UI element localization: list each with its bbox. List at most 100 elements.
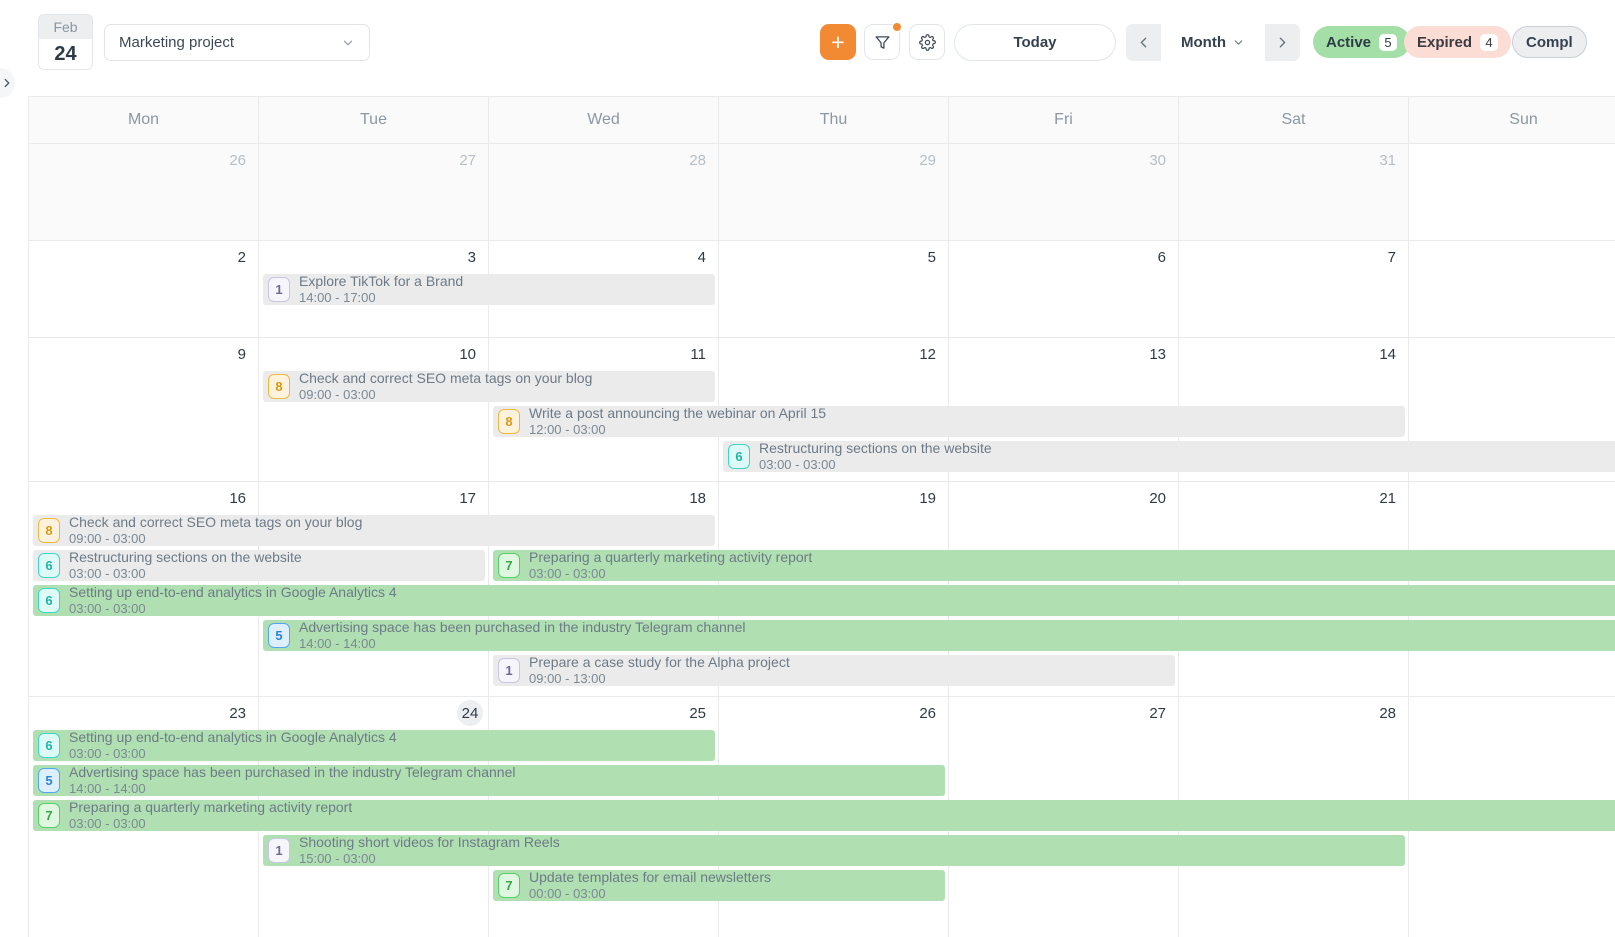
status-pill-active[interactable]: Active 5 — [1313, 26, 1411, 58]
event-time: 09:00 - 03:00 — [69, 531, 146, 546]
event-priority-badge: 7 — [498, 873, 520, 898]
calendar-day-cell[interactable]: 10 — [259, 338, 489, 481]
event-text: Preparing a quarterly marketing activity… — [69, 800, 352, 831]
event-time: 15:00 - 03:00 — [299, 851, 376, 866]
day-number: 18 — [689, 490, 706, 507]
day-number: 4 — [697, 249, 706, 266]
calendar-day-cell[interactable]: 6 — [949, 241, 1179, 337]
status-pill-expired-count: 4 — [1480, 33, 1499, 51]
status-pill-completed[interactable]: Compl — [1512, 26, 1587, 58]
calendar-day-cell[interactable] — [1409, 144, 1615, 240]
date-chip-day: 24 — [54, 43, 77, 65]
calendar-day-cell[interactable]: 4 — [489, 241, 719, 337]
calendar-day-cell[interactable]: 30 — [949, 144, 1179, 240]
event-priority-badge: 7 — [498, 553, 520, 578]
calendar-event[interactable]: 1 Prepare a case study for the Alpha proj… — [493, 655, 1175, 686]
day-number: 12 — [919, 346, 936, 363]
calendar-event[interactable]: 7 Update templates for email newsletters 0… — [493, 870, 945, 901]
calendar-event[interactable]: 6 Restructuring sections on the website 03… — [33, 550, 485, 581]
period-value-button[interactable]: Month — [1161, 24, 1265, 61]
today-button[interactable]: Today — [954, 24, 1116, 61]
event-title: Shooting short videos for Instagram Reel… — [299, 835, 560, 851]
prev-period-button[interactable] — [1126, 24, 1161, 61]
day-number: 11 — [690, 346, 706, 363]
event-time: 14:00 - 17:00 — [299, 290, 376, 305]
filter-button[interactable] — [864, 22, 902, 60]
calendar-week-row: 26 27 28 29 30 31 — [29, 144, 1615, 241]
calendar-event[interactable]: 1 Shooting short videos for Instagram Ree… — [263, 835, 1405, 866]
project-select[interactable]: Marketing project — [104, 24, 370, 61]
weekday-header-mon: Mon — [29, 97, 259, 143]
calendar-day-cell[interactable]: 2 — [29, 241, 259, 337]
date-chip-month: Feb — [39, 15, 92, 39]
day-number: 13 — [1149, 346, 1166, 363]
event-title: Check and correct SEO meta tags on your … — [69, 515, 363, 531]
event-priority-badge: 5 — [268, 623, 290, 648]
day-number: 2 — [237, 249, 246, 266]
calendar-day-cell[interactable]: 9 — [29, 338, 259, 481]
event-priority-badge: 1 — [268, 838, 290, 863]
calendar-event[interactable]: 6 Setting up end-to-end analytics in Goog… — [33, 730, 715, 761]
event-title: Restructuring sections on the website — [759, 441, 992, 457]
event-time: 03:00 - 03:00 — [69, 566, 146, 581]
event-time: 09:00 - 13:00 — [529, 671, 606, 686]
event-priority-badge: 6 — [38, 588, 60, 613]
day-number: 28 — [689, 152, 706, 169]
event-priority-badge: 8 — [38, 518, 60, 543]
event-text: Write a post announcing the webinar on A… — [529, 406, 826, 437]
weekday-header-wed: Wed — [489, 97, 719, 143]
calendar-event[interactable]: 7 Preparing a quarterly marketing activit… — [493, 550, 1615, 581]
day-number: 27 — [459, 152, 476, 169]
calendar-event[interactable]: 8 Write a post announcing the webinar on … — [493, 406, 1405, 437]
calendar-day-cell[interactable]: 5 — [719, 241, 949, 337]
day-number: 5 — [927, 249, 936, 266]
next-period-button[interactable] — [1264, 24, 1300, 61]
calendar-event[interactable]: 8 Check and correct SEO meta tags on your… — [263, 371, 715, 402]
event-text: Preparing a quarterly marketing activity… — [529, 550, 812, 581]
status-pill-expired[interactable]: Expired 4 — [1404, 26, 1512, 58]
weekday-header-sun: Sun — [1409, 97, 1615, 143]
settings-button[interactable] — [909, 24, 945, 60]
event-title: Setting up end-to-end analytics in Googl… — [69, 585, 397, 601]
event-time: 03:00 - 03:00 — [69, 601, 146, 616]
event-text: Restructuring sections on the website 03:… — [69, 550, 302, 581]
event-text: Setting up end-to-end analytics in Googl… — [69, 730, 397, 761]
calendar-event[interactable]: 6 Setting up end-to-end analytics in Goog… — [33, 585, 1615, 616]
weekday-header-tue: Tue — [259, 97, 489, 143]
event-priority-badge: 6 — [38, 733, 60, 758]
add-task-button[interactable]: + — [820, 24, 856, 60]
calendar-event[interactable]: 5 Advertising space has been purchased in… — [33, 765, 945, 796]
calendar-event[interactable]: 7 Preparing a quarterly marketing activit… — [33, 800, 1615, 831]
sidebar-expand-button[interactable] — [0, 68, 15, 98]
event-time: 14:00 - 14:00 — [299, 636, 376, 651]
calendar-day-cell[interactable]: 31 — [1179, 144, 1409, 240]
calendar-day-cell[interactable]: 7 — [1179, 241, 1409, 337]
event-priority-badge: 8 — [268, 374, 290, 399]
event-text: Check and correct SEO meta tags on your … — [299, 371, 592, 402]
calendar-day-cell[interactable]: 28 — [489, 144, 719, 240]
calendar-day-cell[interactable]: 14 — [1179, 338, 1409, 481]
calendar-day-cell[interactable]: 26 — [29, 144, 259, 240]
calendar-event[interactable]: 6 Restructuring sections on the website 03… — [723, 441, 1615, 472]
day-number: 26 — [919, 705, 936, 722]
event-text: Prepare a case study for the Alpha proje… — [529, 655, 790, 686]
weekday-header-row: Mon Tue Wed Thu Fri Sat Sun — [29, 97, 1615, 144]
calendar-day-cell[interactable] — [1409, 241, 1615, 337]
day-number-today: 24 — [457, 700, 483, 726]
calendar-event[interactable]: 5 Advertising space has been purchased in… — [263, 620, 1615, 651]
calendar-day-cell[interactable]: 29 — [719, 144, 949, 240]
calendar-event[interactable]: 8 Check and correct SEO meta tags on your… — [33, 515, 715, 546]
day-number: 14 — [1379, 346, 1396, 363]
calendar-week-row: 2 3 4 5 6 7 — [29, 241, 1615, 338]
status-pill-active-count: 5 — [1379, 33, 1398, 51]
calendar-event[interactable]: 1 Explore TikTok for a Brand 14:00 - 17:00 — [263, 274, 715, 305]
day-number: 26 — [229, 152, 246, 169]
event-time: 00:00 - 03:00 — [529, 886, 606, 901]
calendar-day-cell[interactable]: 27 — [259, 144, 489, 240]
status-pill-expired-label: Expired — [1417, 33, 1473, 51]
event-title: Prepare a case study for the Alpha proje… — [529, 655, 790, 671]
weekday-header-thu: Thu — [719, 97, 949, 143]
calendar-grid: Mon Tue Wed Thu Fri Sat Sun 26 27 28 29 30 31 2 3 4 5 6 7… — [28, 96, 1615, 937]
day-number: 20 — [1149, 490, 1166, 507]
